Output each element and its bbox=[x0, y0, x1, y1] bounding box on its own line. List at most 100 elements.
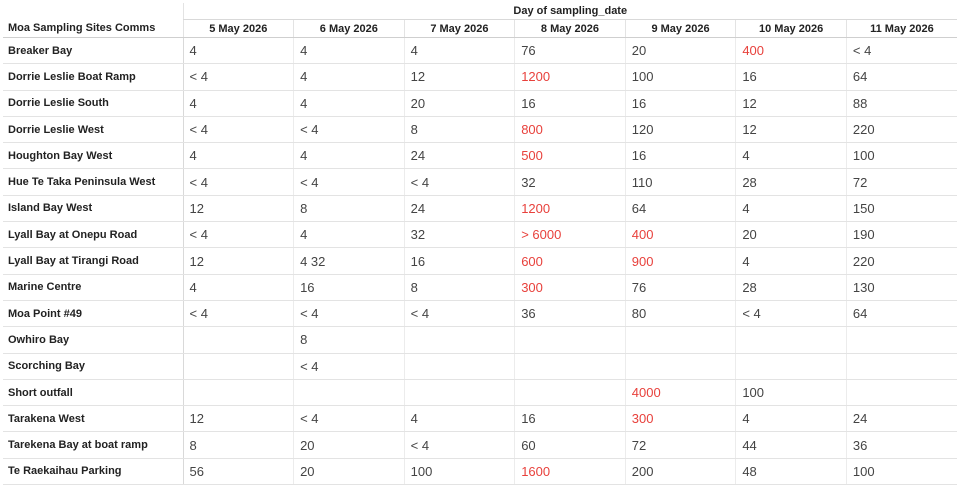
value-cell[interactable]: 4 bbox=[293, 221, 405, 249]
value-cell[interactable]: 4 bbox=[403, 37, 515, 65]
value-cell[interactable] bbox=[182, 326, 294, 354]
value-cell[interactable]: 20 bbox=[293, 431, 405, 459]
value-cell[interactable]: 24 bbox=[403, 142, 515, 170]
value-cell[interactable]: 80 bbox=[624, 300, 736, 328]
site-name[interactable]: Hue Te Taka Peninsula West bbox=[3, 168, 184, 196]
site-name[interactable]: Dorrie Leslie West bbox=[3, 116, 184, 144]
value-cell[interactable]: 88 bbox=[845, 90, 957, 117]
value-cell[interactable]: 64 bbox=[845, 63, 957, 91]
value-cell[interactable]: 110 bbox=[624, 168, 736, 196]
site-name[interactable]: Moa Point #49 bbox=[3, 300, 184, 328]
site-name[interactable]: Breaker Bay bbox=[3, 37, 184, 65]
value-cell[interactable]: 4 bbox=[182, 274, 294, 301]
site-name[interactable]: Lyall Bay at Tirangi Road bbox=[3, 247, 184, 275]
value-cell[interactable]: 4 bbox=[293, 142, 405, 170]
value-cell[interactable]: > 6000 bbox=[514, 221, 626, 249]
column-header-date[interactable]: 5 May 2026 bbox=[182, 19, 294, 38]
site-name[interactable]: Tarekena Bay at boat ramp bbox=[3, 431, 184, 459]
value-cell[interactable]: 72 bbox=[845, 168, 957, 196]
value-cell[interactable]: < 4 bbox=[182, 168, 294, 196]
site-name[interactable]: Scorching Bay bbox=[3, 353, 184, 380]
value-cell[interactable]: 12 bbox=[182, 247, 294, 275]
value-cell[interactable]: < 4 bbox=[845, 37, 957, 65]
value-cell[interactable]: 8 bbox=[403, 116, 515, 144]
value-cell[interactable]: 800 bbox=[514, 116, 626, 144]
value-cell[interactable]: 900 bbox=[624, 247, 736, 275]
value-cell[interactable]: 4 bbox=[182, 142, 294, 170]
value-cell[interactable]: 44 bbox=[735, 431, 847, 459]
value-cell[interactable]: 20 bbox=[403, 90, 515, 117]
value-cell[interactable]: < 4 bbox=[293, 168, 405, 196]
value-cell[interactable]: 32 bbox=[514, 168, 626, 196]
value-cell[interactable] bbox=[624, 353, 736, 380]
value-cell[interactable] bbox=[735, 353, 847, 380]
value-cell[interactable] bbox=[845, 379, 957, 407]
value-cell[interactable]: 28 bbox=[735, 168, 847, 196]
value-cell[interactable]: 20 bbox=[735, 221, 847, 249]
value-cell[interactable]: 20 bbox=[293, 458, 405, 485]
value-cell[interactable]: 120 bbox=[624, 116, 736, 144]
value-cell[interactable]: 4 bbox=[735, 142, 847, 170]
value-cell[interactable]: < 4 bbox=[403, 431, 515, 459]
site-name[interactable]: Te Raekaihau Parking bbox=[3, 458, 184, 485]
value-cell[interactable]: 4 bbox=[182, 90, 294, 117]
value-cell[interactable]: 100 bbox=[845, 142, 957, 170]
value-cell[interactable]: 8 bbox=[293, 195, 405, 223]
value-cell[interactable]: 100 bbox=[735, 379, 847, 407]
value-cell[interactable]: < 4 bbox=[293, 405, 405, 433]
value-cell[interactable] bbox=[624, 326, 736, 354]
value-cell[interactable]: < 4 bbox=[182, 63, 294, 91]
value-cell[interactable] bbox=[182, 379, 294, 407]
value-cell[interactable]: 56 bbox=[182, 458, 294, 485]
value-cell[interactable]: 12 bbox=[182, 195, 294, 223]
value-cell[interactable]: 500 bbox=[514, 142, 626, 170]
value-cell[interactable]: 4000 bbox=[624, 379, 736, 407]
value-cell[interactable]: 600 bbox=[514, 247, 626, 275]
value-cell[interactable]: 8 bbox=[293, 326, 405, 354]
value-cell[interactable]: 4 bbox=[403, 405, 515, 433]
value-cell[interactable]: 4 bbox=[735, 195, 847, 223]
value-cell[interactable] bbox=[182, 353, 294, 380]
value-cell[interactable] bbox=[403, 379, 515, 407]
value-cell[interactable]: < 4 bbox=[403, 300, 515, 328]
value-cell[interactable]: 100 bbox=[845, 458, 957, 485]
value-cell[interactable]: 16 bbox=[735, 63, 847, 91]
value-cell[interactable]: 4 bbox=[735, 405, 847, 433]
value-cell[interactable]: 16 bbox=[293, 274, 405, 301]
site-name[interactable]: Owhiro Bay bbox=[3, 326, 184, 354]
value-cell[interactable]: 16 bbox=[514, 405, 626, 433]
value-cell[interactable] bbox=[845, 353, 957, 380]
value-cell[interactable]: 4 bbox=[293, 90, 405, 117]
value-cell[interactable] bbox=[735, 326, 847, 354]
value-cell[interactable]: 150 bbox=[845, 195, 957, 223]
value-cell[interactable]: 12 bbox=[403, 63, 515, 91]
column-header-date[interactable]: 9 May 2026 bbox=[624, 19, 736, 38]
value-cell[interactable]: 4 bbox=[293, 37, 405, 65]
value-cell[interactable]: 130 bbox=[845, 274, 957, 301]
value-cell[interactable] bbox=[845, 326, 957, 354]
site-name[interactable]: Lyall Bay at Onepu Road bbox=[3, 221, 184, 249]
value-cell[interactable] bbox=[403, 326, 515, 354]
value-cell[interactable]: 76 bbox=[624, 274, 736, 301]
row-header-title[interactable]: Moa Sampling Sites Comms bbox=[3, 19, 183, 38]
value-cell[interactable]: < 4 bbox=[182, 221, 294, 249]
site-name[interactable]: Dorrie Leslie Boat Ramp bbox=[3, 63, 184, 91]
value-cell[interactable]: 1200 bbox=[514, 63, 626, 91]
value-cell[interactable]: 4 bbox=[293, 63, 405, 91]
value-cell[interactable] bbox=[514, 326, 626, 354]
value-cell[interactable]: 1600 bbox=[514, 458, 626, 485]
site-name[interactable]: Island Bay West bbox=[3, 195, 184, 223]
value-cell[interactable]: 4 bbox=[735, 247, 847, 275]
value-cell[interactable]: < 4 bbox=[182, 116, 294, 144]
value-cell[interactable]: 64 bbox=[845, 300, 957, 328]
column-header-date[interactable]: 8 May 2026 bbox=[514, 19, 626, 38]
value-cell[interactable]: 12 bbox=[735, 90, 847, 117]
value-cell[interactable]: 16 bbox=[624, 90, 736, 117]
value-cell[interactable] bbox=[403, 353, 515, 380]
value-cell[interactable]: 76 bbox=[514, 37, 626, 65]
column-header-date[interactable]: 6 May 2026 bbox=[293, 19, 405, 38]
value-cell[interactable]: < 4 bbox=[293, 300, 405, 328]
value-cell[interactable]: < 4 bbox=[293, 353, 405, 380]
value-cell[interactable]: 100 bbox=[403, 458, 515, 485]
value-cell[interactable] bbox=[293, 379, 405, 407]
